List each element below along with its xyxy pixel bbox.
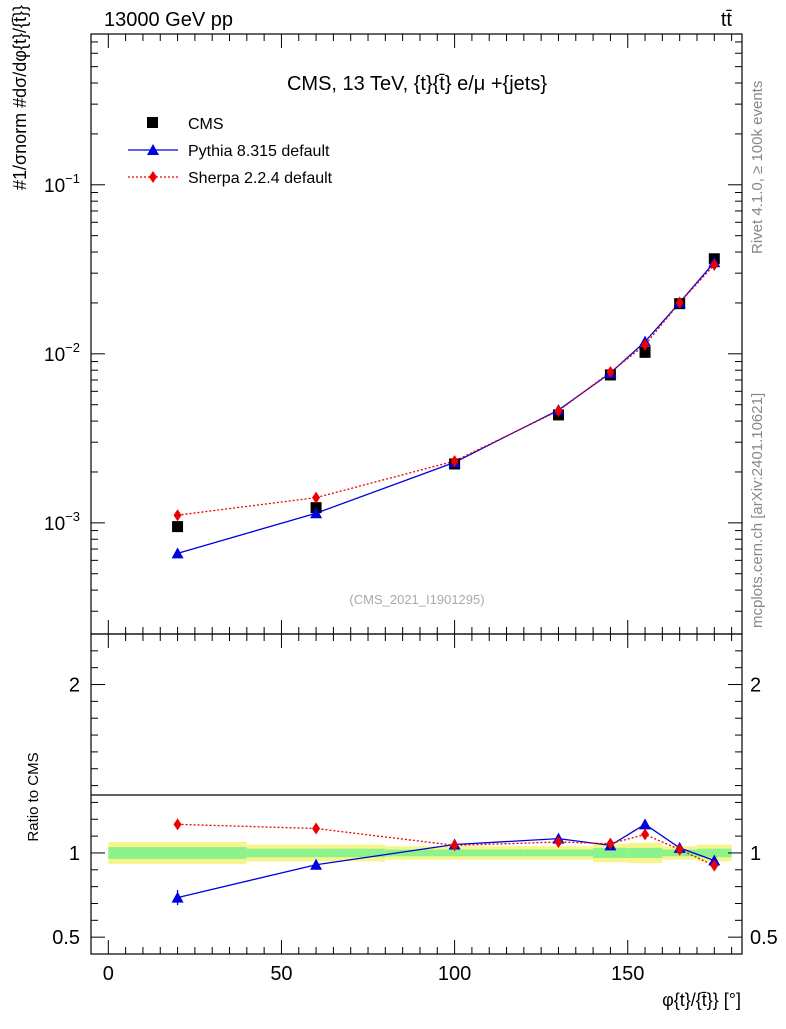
pythia-point — [310, 858, 323, 870]
sherpa-point — [710, 258, 719, 271]
band-inner — [246, 848, 386, 858]
analysis-watermark: (CMS_2021_I1901295) — [349, 592, 484, 607]
sherpa-point — [710, 859, 719, 872]
pythia-line — [177, 261, 715, 554]
main-y-tick-label: 10−2 — [44, 340, 80, 366]
main-y-tick-label: 10−3 — [44, 509, 80, 535]
mcplots-label: mcplots.cern.ch [arXiv:2401.10621] — [749, 393, 766, 628]
band-inner — [627, 847, 663, 858]
ratio-axis-ticks — [90, 634, 742, 954]
legend-label-pythia: Pythia 8.315 default — [188, 143, 330, 160]
x-axis-label: φ{t}/{t̄}} [°] — [662, 990, 741, 1010]
pythia-point — [171, 891, 184, 903]
header-right-label: tt̄ — [721, 9, 733, 31]
main-y-tick-label: 10−1 — [44, 171, 80, 197]
band-inner — [108, 847, 247, 859]
sherpa-point — [675, 843, 684, 856]
legend-marker-cms — [147, 117, 158, 128]
sherpa-point — [312, 491, 321, 504]
sherpa-point — [450, 455, 459, 468]
sherpa-point — [675, 296, 684, 309]
band-inner — [385, 849, 524, 857]
sherpa-point — [554, 404, 563, 417]
band-inner — [593, 847, 628, 858]
x-tick-label: 50 — [270, 963, 292, 985]
band-inner — [696, 848, 732, 858]
main-series-layer — [171, 253, 721, 559]
legend: CMS Pythia 8.315 default Sherpa 2.2.4 de… — [128, 116, 333, 187]
ratio-y-tick-label-left: 2 — [69, 675, 80, 697]
x-tick-label: 100 — [438, 963, 471, 985]
chart-title: CMS, 13 TeV, {t}{t̄} e/μ +{jets} — [287, 73, 547, 95]
pythia-point — [310, 507, 323, 519]
rivet-label: Rivet 4.1.0, ≥ 100k events — [749, 81, 766, 254]
main-y-tick-labels: 10−3 10−2 10−1 — [44, 171, 80, 535]
header-left-label: 13000 GeV pp — [104, 9, 233, 31]
ratio-y-tick-label-right: 2 — [750, 675, 761, 697]
sherpa-point — [173, 509, 182, 522]
sherpa-point — [173, 818, 182, 831]
sherpa-point — [641, 828, 650, 841]
x-tick-label: 150 — [611, 963, 644, 985]
sherpa-point — [641, 338, 650, 351]
ratio-y-tick-labels: 0.5 0.5 1 1 2 2 — [52, 675, 778, 950]
ratio-series-layer — [171, 818, 721, 906]
legend-label-sherpa: Sherpa 2.2.4 default — [188, 170, 333, 187]
sherpa-line — [177, 823, 715, 867]
main-axis-ticks — [90, 34, 742, 634]
sherpa-point — [606, 837, 615, 850]
ratio-x-tick-labels: 0 50 100 150 — [103, 963, 645, 985]
pythia-point — [639, 818, 652, 830]
ratio-uncertainty-bands — [108, 842, 732, 864]
cms-point — [639, 346, 651, 358]
band-inner — [523, 849, 594, 857]
main-y-axis-label: #1/σnorm #dσ/dφ{t}/{t̄}} — [10, 5, 30, 190]
sherpa-line — [177, 264, 715, 516]
pythia-line — [177, 823, 715, 899]
sherpa-point — [554, 836, 563, 848]
cms-point — [172, 521, 184, 533]
legend-marker-pythia — [147, 144, 159, 155]
ratio-y-tick-label-right: 1 — [750, 843, 761, 865]
ratio-panel-frame — [90, 633, 743, 955]
legend-label-cms: CMS — [188, 116, 224, 133]
pythia-point — [171, 547, 184, 559]
sherpa-point — [312, 822, 321, 835]
sherpa-point — [606, 366, 615, 379]
legend-marker-sherpa — [149, 171, 157, 183]
ratio-y-axis-label: Ratio to CMS — [25, 752, 42, 841]
sherpa-point — [450, 839, 459, 852]
ratio-y-tick-label-left: 0.5 — [52, 927, 80, 949]
x-tick-label: 0 — [103, 963, 114, 985]
ratio-y-tick-label-right: 0.5 — [750, 927, 778, 949]
ratio-y-tick-label-left: 1 — [69, 843, 80, 865]
